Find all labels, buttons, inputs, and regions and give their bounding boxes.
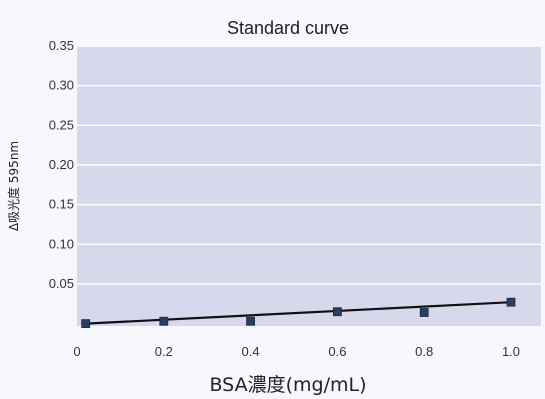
data-markers bbox=[81, 297, 516, 329]
data-point-marker bbox=[81, 319, 91, 329]
y-tick-label: 0.10 bbox=[49, 236, 74, 251]
data-point-marker bbox=[332, 307, 342, 317]
x-axis-label: BSA濃度(mg/mL) bbox=[209, 374, 366, 396]
x-tick-label: 0.6 bbox=[328, 344, 346, 359]
data-point-marker bbox=[419, 308, 429, 317]
y-tick-label: 0.20 bbox=[49, 157, 74, 172]
x-tick-label: 0 bbox=[73, 344, 80, 359]
y-tick-label: 0.25 bbox=[49, 117, 74, 132]
data-point-marker bbox=[506, 297, 516, 307]
x-tick-label: 1.0 bbox=[502, 344, 520, 359]
y-tick-labels: 0.05 0.10 0.15 0.20 0.25 0.30 0.35 bbox=[49, 38, 74, 291]
x-tick-label: 0.8 bbox=[415, 344, 433, 359]
x-tick-label: 0.2 bbox=[155, 344, 173, 359]
data-point-marker bbox=[159, 316, 169, 326]
plot-area bbox=[77, 46, 541, 326]
fit-line bbox=[85, 301, 512, 325]
x-tick-label: 0.4 bbox=[242, 344, 260, 359]
y-axis-label: Δ吸光度 595nm bbox=[6, 141, 21, 231]
y-tick-label: 0.35 bbox=[49, 38, 74, 53]
chart-title: Standard curve bbox=[227, 18, 349, 38]
y-tick-label: 0.15 bbox=[49, 197, 74, 212]
fit-line-group bbox=[85, 301, 512, 325]
grid-lines bbox=[77, 45, 541, 285]
data-point-marker bbox=[246, 316, 256, 326]
y-tick-label: 0.30 bbox=[49, 78, 74, 93]
x-tick-labels: 0 0.2 0.4 0.6 0.8 1.0 bbox=[73, 344, 520, 359]
y-tick-label: 0.05 bbox=[49, 276, 74, 291]
